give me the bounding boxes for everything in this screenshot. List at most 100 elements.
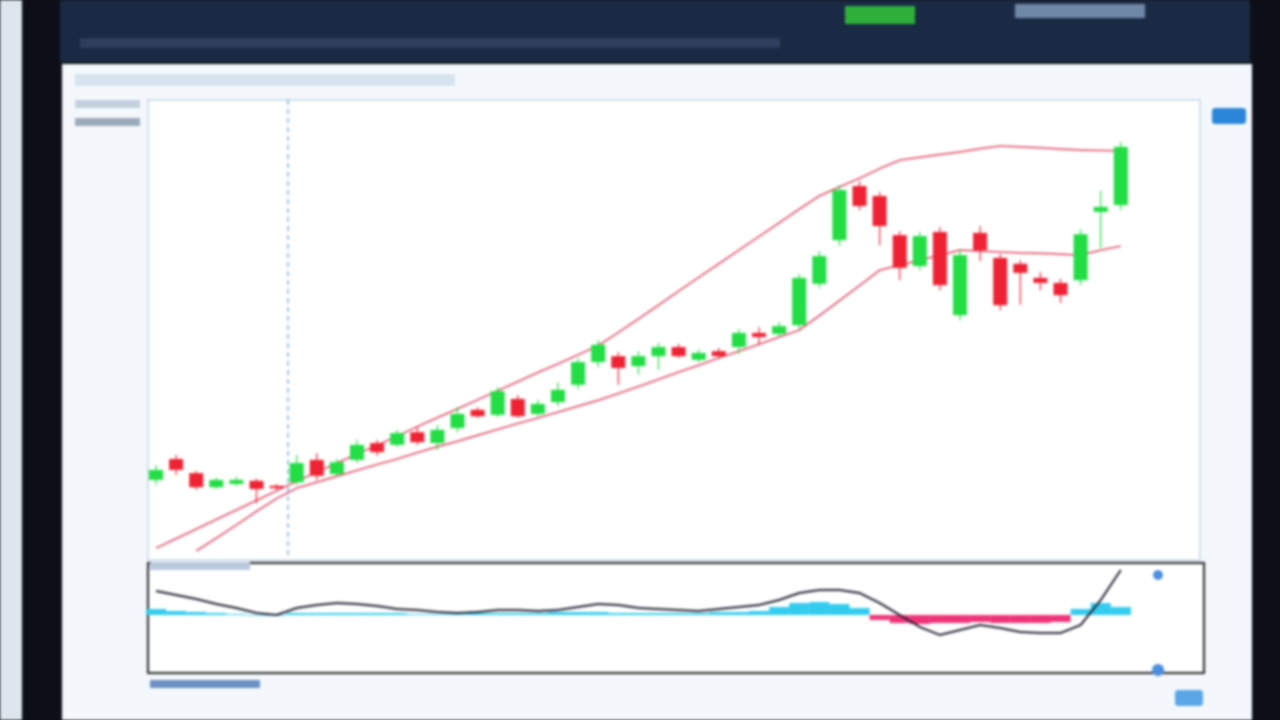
handle[interactable] [1153, 570, 1163, 580]
candle-body [651, 347, 666, 357]
candle-body [1113, 146, 1128, 206]
candle-body [1013, 263, 1028, 273]
histogram-bar [568, 612, 589, 615]
candle-body [490, 391, 505, 415]
histogram-bar [146, 609, 167, 615]
histogram-bar [1010, 615, 1031, 623]
histogram-bar [347, 613, 368, 615]
histogram-bar [507, 613, 528, 615]
candle-body [852, 185, 867, 207]
candle-body [169, 458, 184, 470]
indicator-line [155, 569, 1122, 637]
candle-body [792, 277, 807, 326]
histogram-bar [829, 604, 850, 615]
candle-body [772, 326, 787, 334]
candle-body [752, 332, 766, 338]
histogram-bar [1050, 615, 1071, 622]
candle-body [370, 443, 385, 453]
corner-button[interactable] [1175, 690, 1203, 706]
candle-body [249, 480, 264, 490]
histogram-bar [326, 613, 347, 615]
histogram-bar [527, 613, 548, 615]
candle-body [872, 196, 887, 227]
toolbar-row [80, 38, 780, 48]
histogram-bar [970, 615, 991, 622]
histogram-bar [367, 613, 388, 615]
histogram-bar [628, 613, 649, 615]
window-header [75, 74, 455, 86]
candle-body [631, 356, 646, 367]
candle-body [993, 257, 1008, 306]
candle-body [711, 351, 726, 357]
candle-body [691, 352, 706, 360]
candle-body [1053, 282, 1068, 296]
toolbar-block [1015, 4, 1145, 18]
candle-body [1093, 206, 1108, 212]
footer-caption [150, 680, 260, 688]
histogram-bar [1030, 615, 1051, 623]
histogram-bar [608, 613, 629, 615]
histogram-bar [889, 615, 910, 623]
histogram-bar [728, 612, 749, 615]
handle[interactable] [1152, 664, 1164, 676]
histogram-bar [186, 612, 207, 615]
candle-body [390, 433, 405, 445]
candle-body [410, 432, 425, 443]
histogram-bar [447, 614, 468, 615]
candle-body [731, 332, 746, 348]
histogram-bar [990, 615, 1011, 623]
histogram-bar [769, 607, 790, 615]
candle-body [812, 256, 827, 284]
histogram-bar [467, 613, 488, 615]
band-line [195, 245, 1121, 552]
histogram-bar [950, 615, 971, 623]
histogram-bar [648, 613, 669, 615]
histogram-bar [206, 613, 227, 615]
candle-body [209, 479, 224, 488]
histogram-bar [929, 615, 950, 623]
indicator-caption [150, 562, 250, 570]
toolbar-indicator [845, 6, 915, 24]
candle-body [551, 389, 565, 403]
candle-body [350, 444, 364, 460]
candle-body [892, 235, 907, 268]
candle-body [1033, 277, 1048, 283]
candle-body [510, 398, 525, 417]
left-edge [0, 0, 22, 720]
candle-body [571, 362, 586, 385]
candle-body [832, 190, 847, 241]
histogram-bar [226, 614, 247, 615]
histogram-bar [809, 602, 830, 615]
side-button[interactable] [1212, 108, 1246, 124]
histogram-bar [1070, 609, 1091, 615]
candle-body [530, 403, 545, 414]
price-panel [147, 99, 1201, 561]
histogram-bar [708, 612, 729, 615]
histogram-bar [588, 612, 609, 615]
candle-body [671, 347, 686, 357]
histogram-bar [869, 615, 890, 620]
histogram-bar [387, 613, 408, 615]
histogram-bar [668, 613, 689, 615]
histogram-bar [246, 615, 267, 616]
histogram-bar [909, 615, 930, 624]
histogram-bar [688, 613, 709, 615]
candle-body [149, 469, 163, 480]
histogram-bar [1110, 607, 1131, 615]
candle-body [973, 232, 988, 251]
candle-body [450, 413, 465, 429]
histogram-bar [306, 613, 327, 615]
candle-body [189, 473, 204, 488]
candle-body [912, 236, 927, 267]
candle-body [932, 231, 947, 286]
candle-body [430, 429, 445, 444]
side-label [75, 100, 140, 108]
histogram-bar [789, 603, 810, 615]
candle-body [309, 459, 324, 476]
histogram-bar [286, 613, 307, 615]
candle-body [289, 463, 304, 483]
candle-body [470, 409, 485, 417]
side-label [75, 118, 140, 126]
candle-body [1073, 234, 1088, 281]
